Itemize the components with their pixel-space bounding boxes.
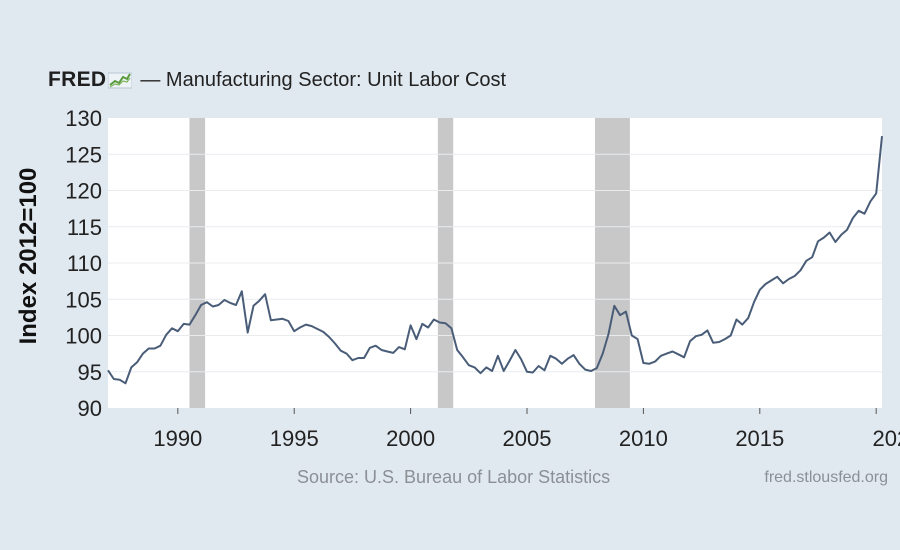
x-tick-label: 2005	[503, 426, 552, 451]
source-note: Source: U.S. Bureau of Labor Statistics	[297, 467, 611, 487]
y-tick-label: 120	[65, 179, 102, 204]
y-tick-label: 110	[67, 251, 102, 276]
x-tick-label: 2020	[873, 426, 900, 451]
y-tick-label: 125	[65, 142, 102, 167]
chart-header: FRED — Manufacturing Sector: Unit Labor …	[48, 66, 506, 94]
y-tick-label: 100	[65, 324, 102, 349]
x-tick-label: 2000	[386, 426, 435, 451]
x-tick-label: 2010	[619, 426, 668, 451]
series-lines	[107, 135, 883, 385]
y-tick-label: 90	[78, 396, 102, 421]
source-url-link[interactable]: fred.stlousfed.org	[764, 469, 888, 486]
y-tick-label: 130	[65, 106, 102, 131]
fred-logo-graph-icon	[108, 72, 133, 89]
series-line	[107, 135, 883, 385]
y-tick-label: 105	[65, 287, 102, 312]
x-tick-label: 2015	[735, 426, 784, 451]
gridlines	[108, 153, 882, 373]
x-axis-ticks: 1990 1995 2000 2005 2010 2015 2020	[153, 408, 900, 451]
fred-logo[interactable]: FRED	[48, 68, 133, 92]
y-tick-label: 95	[78, 360, 102, 385]
chart-title: — Manufacturing Sector: Unit Labor Cost	[140, 68, 507, 91]
x-tick-label: 1995	[270, 426, 319, 451]
y-axis-label: Index 2012=100	[15, 168, 42, 345]
fred-logo-text: FRED	[48, 68, 107, 91]
x-tick-label: 1990	[153, 426, 202, 451]
y-axis-ticks: 90 95 100 105 110 115 120 125 130	[65, 106, 102, 421]
y-tick-label: 115	[67, 215, 102, 240]
